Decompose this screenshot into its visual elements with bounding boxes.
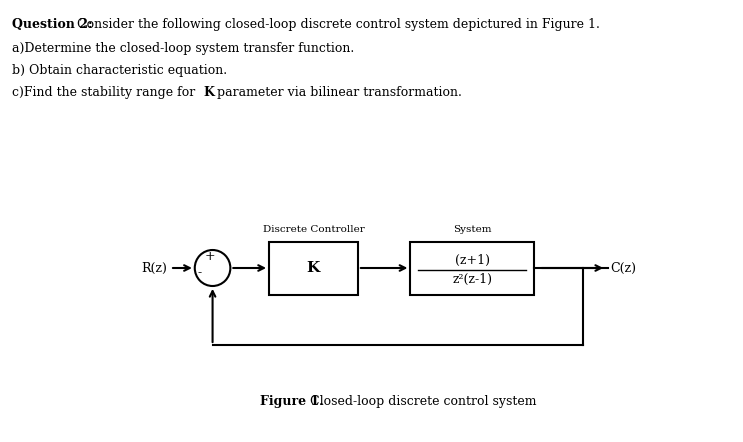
Text: R(z): R(z) bbox=[141, 262, 167, 274]
Bar bbox=[410, 242, 534, 295]
Text: (z+1): (z+1) bbox=[455, 254, 490, 267]
Text: Question 2:: Question 2: bbox=[12, 18, 92, 31]
Text: Closed-loop discrete control system: Closed-loop discrete control system bbox=[305, 395, 536, 408]
Text: b) Obtain characteristic equation.: b) Obtain characteristic equation. bbox=[12, 64, 227, 77]
Text: Consider the following closed-loop discrete control system depictured in Figure : Consider the following closed-loop discr… bbox=[73, 18, 600, 31]
Bar bbox=[269, 242, 358, 295]
Text: K: K bbox=[307, 262, 320, 275]
Text: z²(z-1): z²(z-1) bbox=[452, 273, 492, 286]
Text: -: - bbox=[198, 267, 202, 279]
Text: System: System bbox=[452, 225, 491, 234]
Text: Figure 1.: Figure 1. bbox=[260, 395, 324, 408]
Text: Discrete Controller: Discrete Controller bbox=[262, 225, 364, 234]
Text: C(z): C(z) bbox=[610, 262, 636, 274]
Text: a)Determine the closed-loop system transfer function.: a)Determine the closed-loop system trans… bbox=[12, 42, 354, 55]
Text: +: + bbox=[204, 251, 215, 263]
Text: c)Find the stability range for: c)Find the stability range for bbox=[12, 86, 199, 99]
Text: K: K bbox=[204, 86, 215, 99]
Text: parameter via bilinear transformation.: parameter via bilinear transformation. bbox=[212, 86, 461, 99]
